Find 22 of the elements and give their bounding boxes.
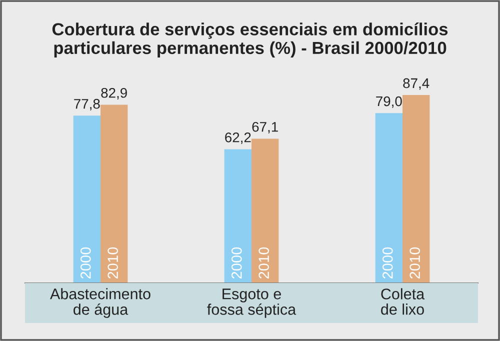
chart-title: Cobertura de serviços essenciais em domicílios particulares permanentes (%) - Brasil 2000/2010 [52,22,448,58]
data-label: 67,1 [252,122,278,134]
x-tick-label: Coleta de lixo [381,288,425,315]
data-label: 82,9 [101,88,127,100]
series-label: 2010 [108,247,118,279]
bar [252,138,279,283]
text: 2000 [382,247,393,279]
bar [100,104,128,283]
bar [73,116,100,283]
bar [224,149,252,283]
data-label: 62,2 [225,132,251,144]
text: 2010 [410,247,420,279]
data-label: 79,0 [376,96,402,108]
data-label: 87,4 [403,78,430,90]
text: 2000 [232,247,242,279]
bar [375,113,402,283]
x-tick-label: Esgoto e fossa séptica [207,288,296,318]
series-label: 2000 [80,247,91,279]
bar [402,95,430,283]
x-tick-label: Abastecimento de água [50,288,150,318]
data-label: 77,8 [74,98,100,110]
text: 2010 [258,247,270,279]
